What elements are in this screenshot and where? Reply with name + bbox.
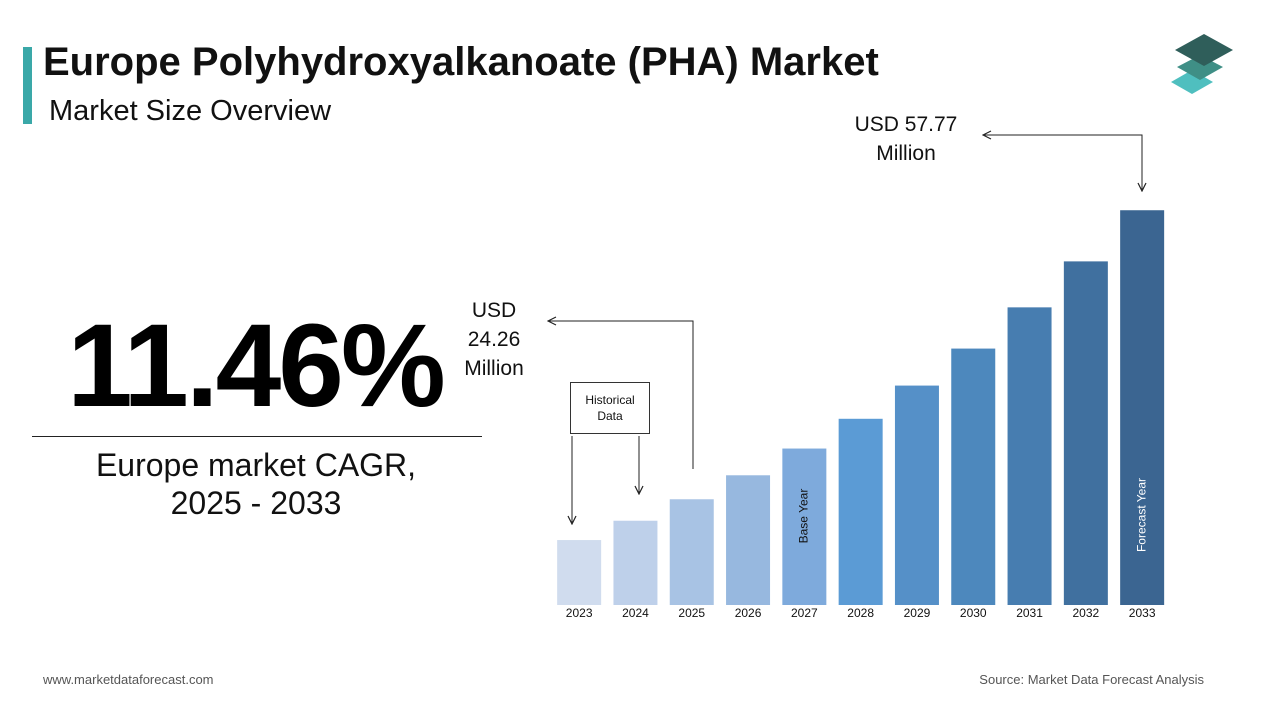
x-tick-label: 2031 [1016,606,1043,620]
x-tick-label: 2025 [678,606,705,620]
x-tick-label: 2023 [566,606,593,620]
bar-note: Base Year [797,489,811,544]
historical-box: Historical Data [570,382,650,434]
x-tick-label: 2030 [960,606,987,620]
title: Europe Polyhydroxyalkanoate (PHA) Market [43,40,879,84]
website: www.marketdataforecast.com [43,672,214,687]
bar [1120,210,1165,605]
bar [1007,307,1052,605]
value-label: USD 24.26 Million [464,299,524,380]
subtitle: Market Size Overview [49,95,332,127]
bar-note: Forecast Year [1134,478,1148,552]
title-accent [23,47,32,124]
x-tick-label: 2024 [622,606,649,620]
divider [32,436,482,437]
bar [613,520,658,605]
bar [951,348,996,605]
bar [838,418,883,605]
kpi-label: Europe market CAGR, 2025 - 2033 [95,447,417,521]
source: Source: Market Data Forecast Analysis [979,672,1204,687]
bar [1063,261,1108,605]
bar [669,499,714,605]
value-label: USD 57.77 Million [854,113,958,165]
x-tick-label: 2029 [904,606,931,620]
x-tick-label: 2028 [847,606,874,620]
bar [557,540,602,605]
logo [1171,34,1233,94]
x-tick-label: 2032 [1072,606,1099,620]
bar [894,385,939,605]
bar [726,475,771,605]
x-tick-label: 2026 [735,606,762,620]
arrows [548,135,1142,524]
x-tick-label: 2027 [791,606,818,620]
x-tick-label: 2033 [1129,606,1156,620]
kpi-value: 11.46% [67,300,446,432]
bar [782,448,827,605]
